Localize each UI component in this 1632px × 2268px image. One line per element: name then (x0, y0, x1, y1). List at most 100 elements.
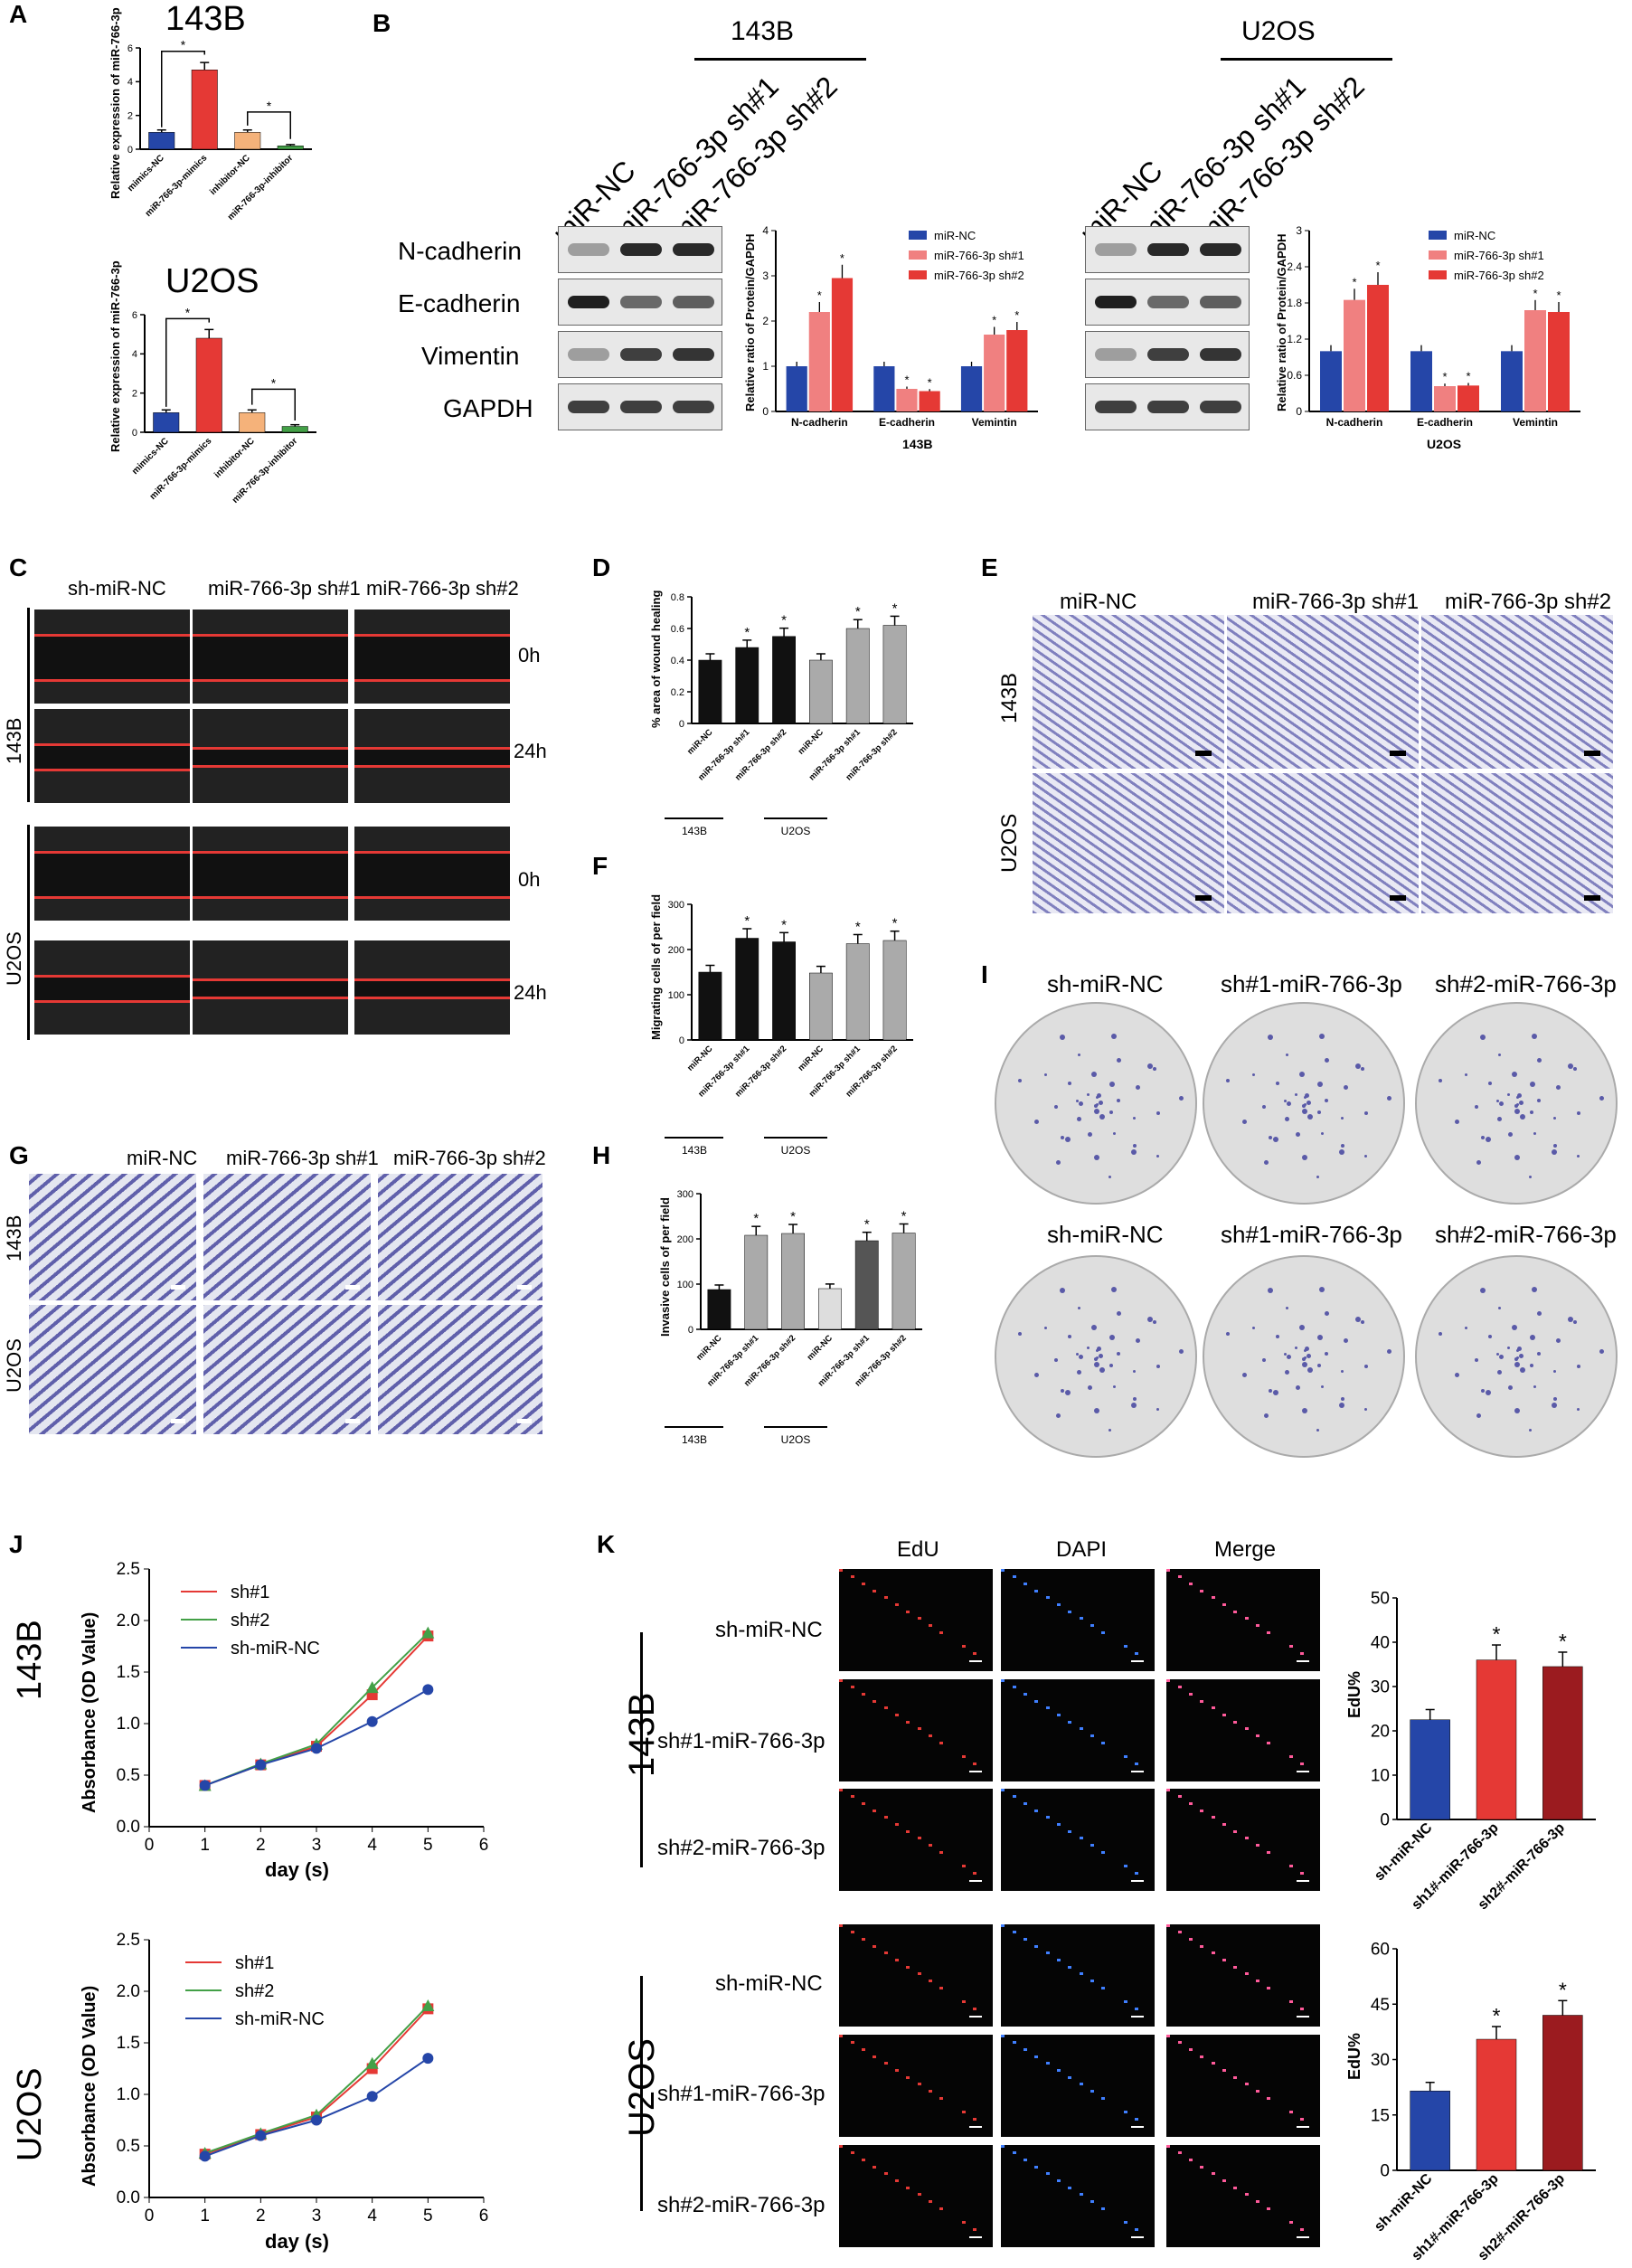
colony (1226, 1331, 1231, 1336)
data-point (422, 1684, 434, 1696)
colony (1529, 1428, 1533, 1432)
panel-label-b: B (373, 9, 391, 37)
stained-nucleus (1034, 1700, 1038, 1703)
stained-nucleus (873, 2166, 876, 2169)
stained-nucleus (929, 2200, 932, 2203)
bar (882, 940, 907, 1041)
stained-nucleus (918, 2083, 921, 2085)
significance-star: * (790, 1209, 796, 1224)
scale-bar (969, 2016, 982, 2018)
stained-nucleus (1124, 2221, 1127, 2224)
panel-h-ylabel: Invasive cells of per field (658, 1197, 672, 1337)
wound-edge-line (193, 896, 348, 899)
panel-i-col-1-top: sh-miR-NC (1047, 970, 1164, 997)
blot-band (1095, 296, 1137, 308)
stained-nucleus (884, 1596, 888, 1599)
stained-nucleus (1046, 1951, 1050, 1954)
scale-bar (969, 1660, 982, 1662)
bar (808, 312, 830, 411)
panel-b-underline-143b (694, 58, 866, 61)
stained-nucleus (1200, 1700, 1203, 1703)
blot-band (1200, 348, 1241, 361)
panel-e-col-3: miR-766-3p sh#2 (1445, 590, 1612, 614)
stained-nucleus (1013, 2151, 1016, 2154)
colony (1060, 1287, 1066, 1293)
group-label: 143B (682, 825, 707, 837)
wound-gap (193, 747, 348, 765)
stained-nucleus (1001, 1789, 1005, 1791)
wound-gap (34, 743, 190, 769)
colony (1263, 1413, 1269, 1419)
scale-bar (969, 2236, 982, 2238)
x-tick-label: 2 (256, 2207, 266, 2225)
colony (1087, 1092, 1090, 1096)
fluorescence-image (839, 2035, 993, 2137)
x-tick-label: 5 (423, 1836, 433, 1855)
stained-nucleus (839, 2035, 843, 2037)
colony (1325, 1311, 1330, 1317)
stained-nucleus (906, 2187, 910, 2189)
colony (1338, 1402, 1344, 1408)
panel-a-ylabel-143b: Relative expression of miR-766-3p (108, 7, 122, 199)
y-tick-label: 1 (762, 360, 769, 373)
colony (1060, 1034, 1066, 1040)
scale-bar (517, 1419, 532, 1423)
stained-nucleus (1212, 1706, 1215, 1709)
x-tick-label: 6 (479, 2207, 489, 2225)
stained-nucleus (1034, 1590, 1038, 1592)
colony (1514, 1361, 1520, 1367)
stained-nucleus (1024, 1938, 1027, 1941)
culture-dish (995, 1002, 1197, 1205)
y-tick-label: 2.0 (117, 1611, 140, 1630)
y-tick-label: 2.4 (1287, 260, 1302, 273)
panel-k-row-2-u2os: sh#1-miR-766-3p (657, 2082, 825, 2106)
colony (1112, 1385, 1116, 1389)
stained-nucleus (1233, 1721, 1237, 1724)
colony (1065, 1136, 1071, 1142)
chart-k-u2os: 015304560sh-miR-NC*sh1#-miR-766-3p*sh2#-… (1371, 1941, 1596, 2263)
blot-strip (558, 226, 722, 273)
stained-nucleus (1124, 2111, 1127, 2113)
colony (1488, 1335, 1493, 1339)
stained-nucleus (918, 1972, 921, 1975)
stained-nucleus (1101, 2097, 1105, 2100)
series-line (204, 1688, 429, 1787)
stained-nucleus (1046, 1596, 1050, 1599)
colony (1242, 1373, 1248, 1378)
x-tick-label: Vemintin (1513, 416, 1558, 429)
significance-bracket (247, 111, 291, 139)
stained-nucleus (939, 1851, 943, 1854)
wound-image (354, 827, 510, 921)
scale-bar (1584, 895, 1600, 901)
blot-band (1147, 296, 1189, 308)
scale-bar (1131, 1880, 1144, 1882)
stained-nucleus (939, 1742, 943, 1744)
bar (984, 335, 1005, 411)
colony (1553, 1370, 1557, 1374)
colony (1304, 1349, 1307, 1352)
significance-star: * (855, 604, 861, 619)
colony (1551, 1148, 1557, 1155)
chart-b-u2os: 0 0.6 1.2 1.8 2.4 3 * * N-cadherin * * E-cadherin * *… (1287, 224, 1580, 429)
x-tick-label: 4 (367, 1836, 377, 1855)
stained-nucleus (906, 1721, 910, 1724)
colony (1364, 1154, 1368, 1158)
y-tick-label: 0 (679, 719, 684, 730)
colony (1476, 1413, 1481, 1419)
stained-nucleus (1101, 2207, 1105, 2210)
x-tick-label: mimics-NC (130, 436, 171, 477)
colony (1341, 1117, 1344, 1120)
stained-nucleus (862, 1938, 865, 1941)
significance-star: * (744, 913, 750, 929)
y-tick-label: 100 (677, 1280, 693, 1290)
stained-nucleus (1189, 1938, 1193, 1941)
stained-nucleus (851, 2151, 854, 2154)
significance-star: * (892, 600, 898, 616)
x-tick-label: E-cadherin (879, 416, 935, 429)
colony (1096, 1349, 1099, 1352)
significance-bracket (251, 388, 296, 421)
stained-nucleus (1101, 1631, 1105, 1634)
colony (1530, 1363, 1534, 1367)
group-label: 143B (682, 1144, 707, 1157)
